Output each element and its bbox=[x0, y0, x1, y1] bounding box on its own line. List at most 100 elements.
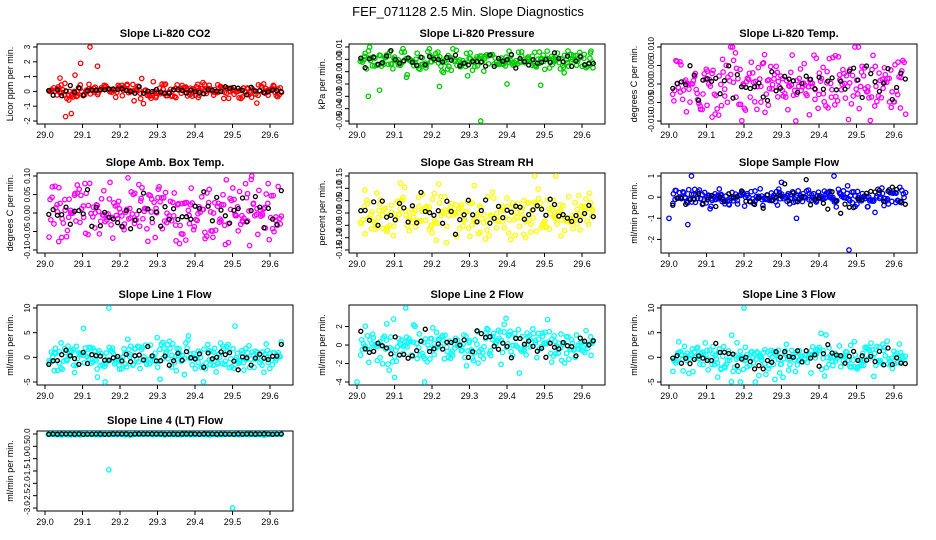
data-point bbox=[775, 186, 782, 192]
data-point bbox=[467, 233, 473, 240]
data-point bbox=[481, 343, 487, 350]
data-point bbox=[386, 367, 393, 373]
reference-point bbox=[457, 342, 463, 348]
data-point bbox=[445, 212, 452, 219]
data-point bbox=[216, 354, 223, 361]
data-point bbox=[74, 355, 81, 362]
plot-frame bbox=[348, 304, 606, 386]
data-point bbox=[552, 56, 559, 63]
data-point bbox=[866, 94, 872, 101]
reference-point bbox=[717, 91, 723, 97]
data-point bbox=[548, 359, 555, 365]
data-point bbox=[201, 346, 207, 352]
y-tick-label: 0 bbox=[335, 342, 344, 347]
data-point bbox=[510, 203, 517, 210]
reference-point bbox=[547, 196, 553, 202]
data-point bbox=[130, 81, 136, 88]
reference-point bbox=[188, 216, 194, 222]
reference-point bbox=[366, 217, 373, 223]
data-point bbox=[73, 343, 80, 350]
data-point bbox=[382, 205, 389, 212]
y-tick-label: -1 bbox=[23, 102, 32, 110]
data-point bbox=[512, 232, 519, 239]
reference-point bbox=[265, 205, 271, 212]
reference-point bbox=[269, 353, 276, 359]
data-point bbox=[269, 361, 276, 368]
data-point bbox=[462, 354, 468, 361]
data-point bbox=[383, 337, 390, 343]
reference-point bbox=[439, 220, 446, 226]
x-tick-label: 29.4 bbox=[186, 130, 204, 140]
data-point bbox=[189, 93, 196, 99]
data-point bbox=[720, 69, 726, 75]
reference-point bbox=[751, 366, 758, 372]
data-point bbox=[792, 194, 799, 200]
reference-point bbox=[231, 207, 237, 214]
data-point bbox=[413, 56, 419, 63]
data-point bbox=[677, 348, 684, 355]
data-point bbox=[261, 369, 267, 376]
data-point bbox=[198, 194, 205, 200]
data-point bbox=[856, 105, 863, 112]
data-point bbox=[696, 361, 703, 367]
data-point bbox=[220, 95, 227, 102]
data-point bbox=[204, 341, 211, 348]
reference-point bbox=[409, 59, 416, 65]
panel-title: Slope Li-820 CO2 bbox=[120, 28, 210, 40]
data-point bbox=[241, 367, 247, 373]
y-tick-label: 2 bbox=[335, 324, 344, 329]
data-point bbox=[813, 55, 820, 62]
data-point bbox=[238, 347, 245, 354]
x-tick-label: 29.1 bbox=[698, 130, 716, 140]
data-point bbox=[531, 173, 538, 179]
x-tick-label: 29.0 bbox=[36, 391, 54, 401]
data-point bbox=[190, 226, 197, 233]
data-point bbox=[871, 350, 878, 357]
data-point bbox=[475, 360, 481, 366]
series-points bbox=[669, 44, 909, 124]
data-point bbox=[842, 95, 849, 101]
data-point bbox=[726, 357, 733, 364]
y-tick-label: 1 bbox=[647, 173, 656, 178]
data-point bbox=[278, 213, 285, 220]
reference-point bbox=[452, 231, 459, 237]
y-axis-label: kPa per min. bbox=[317, 59, 327, 110]
reference-point bbox=[422, 326, 428, 332]
data-point bbox=[501, 329, 508, 335]
data-point bbox=[235, 228, 242, 234]
reference-point bbox=[825, 206, 831, 212]
data-point bbox=[246, 242, 253, 249]
data-point bbox=[362, 231, 369, 237]
reference-point bbox=[166, 216, 172, 223]
reference-point bbox=[209, 218, 216, 224]
data-point bbox=[867, 117, 874, 124]
reference-point bbox=[375, 340, 381, 346]
data-point bbox=[897, 349, 904, 356]
data-point bbox=[442, 332, 448, 339]
y-tick-label: -0.01 bbox=[335, 62, 344, 81]
reference-point bbox=[426, 209, 433, 216]
reference-point bbox=[547, 340, 553, 346]
x-tick-label: 29.6 bbox=[261, 130, 279, 140]
data-point bbox=[429, 325, 436, 331]
data-point bbox=[815, 91, 822, 98]
data-point bbox=[781, 90, 788, 97]
y-tick-label: -0.05 bbox=[335, 216, 344, 235]
data-point bbox=[135, 181, 142, 188]
data-point bbox=[206, 356, 213, 363]
data-point bbox=[467, 50, 474, 56]
data-point bbox=[833, 204, 840, 210]
data-point bbox=[806, 111, 813, 118]
data-point bbox=[775, 78, 782, 85]
data-point bbox=[189, 361, 196, 368]
reference-point bbox=[396, 352, 403, 358]
reference-point bbox=[478, 207, 484, 214]
data-point bbox=[722, 364, 728, 371]
data-point bbox=[173, 237, 179, 244]
reference-point bbox=[46, 361, 52, 368]
data-point bbox=[854, 188, 861, 195]
reference-point bbox=[132, 90, 138, 96]
data-point bbox=[583, 196, 589, 202]
reference-point bbox=[183, 214, 190, 220]
data-point bbox=[877, 359, 884, 366]
